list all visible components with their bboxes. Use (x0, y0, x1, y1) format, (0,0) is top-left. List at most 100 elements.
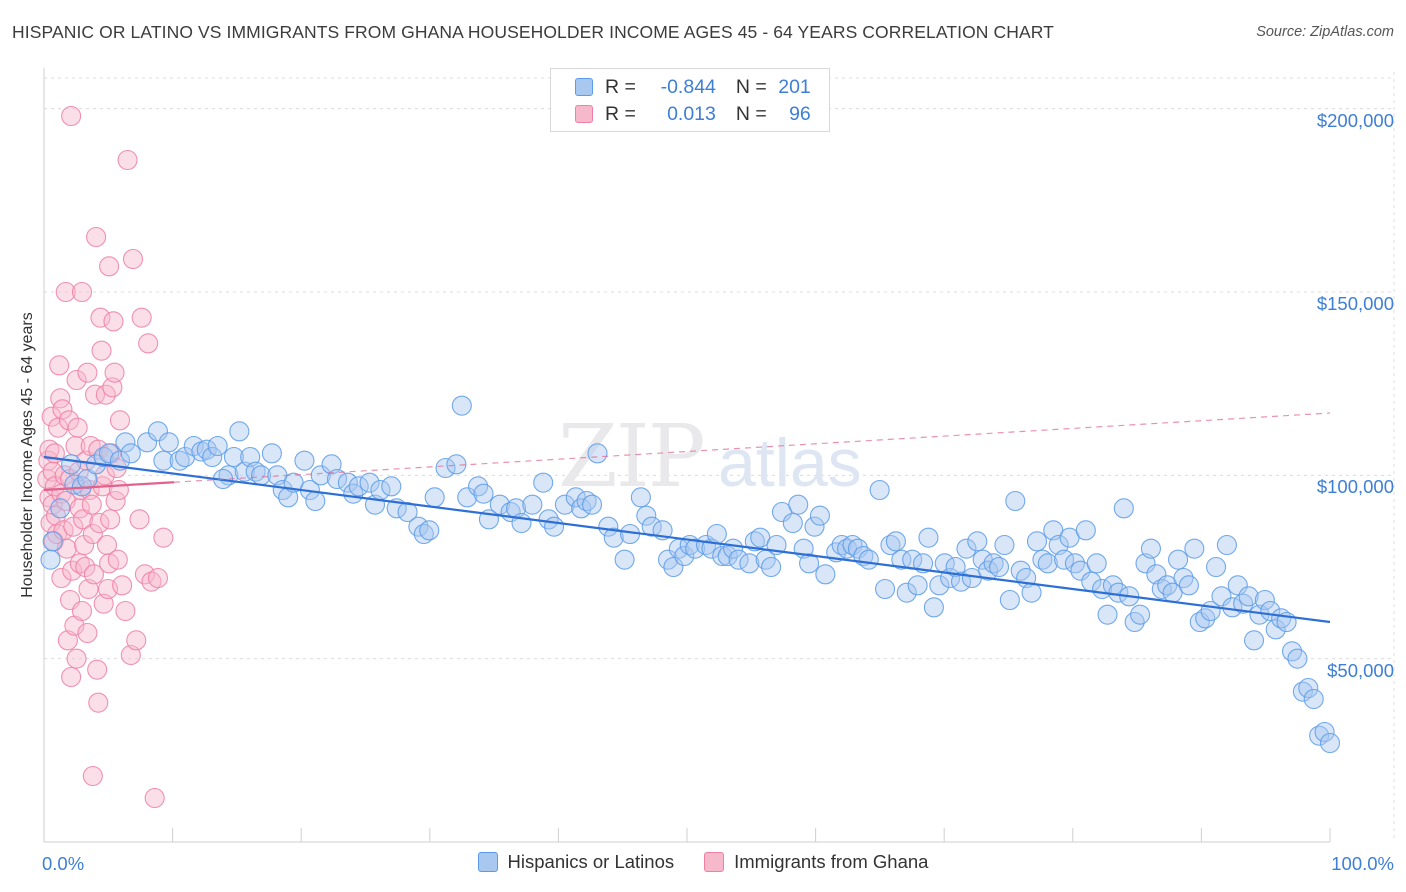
data-point (348, 476, 369, 497)
data-point (62, 560, 83, 581)
data-point (446, 454, 467, 475)
data-point (294, 450, 315, 471)
y-tick-label: $100,000 (1316, 476, 1394, 498)
data-point (587, 443, 608, 464)
data-point (603, 527, 624, 548)
trend-lines (43, 412, 1331, 624)
data-point (66, 369, 87, 391)
data-point (1206, 556, 1227, 578)
data-point (1151, 578, 1172, 600)
data-point (983, 553, 1004, 574)
data-point (858, 549, 879, 570)
data-point (381, 476, 402, 497)
data-point (744, 531, 765, 552)
data-point (1184, 538, 1205, 559)
source-label: Source: ZipAtlas.com (1256, 24, 1394, 40)
ghana-points (37, 105, 174, 809)
legend-item-ghana[interactable]: Immigrants from Ghana (704, 851, 928, 873)
data-point (994, 534, 1015, 556)
data-point (435, 457, 456, 479)
data-point (104, 362, 125, 383)
data-point (112, 575, 133, 596)
data-point (522, 494, 543, 515)
data-point (544, 516, 565, 537)
data-point (1032, 549, 1053, 570)
data-point (554, 494, 575, 515)
data-point (147, 567, 168, 589)
data-point (473, 483, 494, 504)
data-point (89, 512, 110, 534)
data-point (83, 564, 104, 585)
data-point (42, 531, 63, 552)
data-point (122, 248, 144, 270)
legend-swatch-blue (477, 852, 498, 872)
data-point (451, 395, 472, 416)
data-point (87, 659, 108, 680)
data-point (153, 527, 174, 548)
trend-line-hispanic (43, 455, 1331, 624)
legend-r-label: R = (605, 75, 636, 98)
legend-row-hispanic: R = -0.844 N = 201 (575, 74, 811, 100)
data-point (489, 494, 510, 515)
data-point (107, 549, 128, 570)
data-point (581, 494, 603, 515)
data-point (74, 534, 95, 556)
data-point (1271, 608, 1292, 629)
data-point (99, 443, 120, 464)
legend-item-hispanic[interactable]: Hispanics or Latinos (477, 851, 675, 873)
data-point (891, 549, 912, 570)
data-point (223, 446, 244, 468)
data-point (875, 578, 896, 600)
legend-n-value: 201 (778, 75, 811, 98)
legend-item-label: Immigrants from Ghana (734, 851, 929, 872)
data-point (71, 600, 93, 622)
data-point (885, 531, 906, 552)
data-point (1140, 538, 1161, 559)
legend-r-value: 0.013 (667, 102, 716, 125)
data-point (86, 226, 107, 248)
data-point (1238, 586, 1259, 607)
data-point (1086, 553, 1107, 574)
data-point (1314, 721, 1335, 743)
data-point (1178, 575, 1199, 596)
data-point (896, 582, 917, 603)
data-point (310, 465, 331, 486)
data-point (1005, 490, 1026, 512)
data-point (1168, 549, 1189, 570)
data-point (91, 340, 112, 361)
data-point (1054, 549, 1075, 570)
data-point (988, 556, 1010, 578)
data-point (359, 472, 380, 493)
data-point (169, 450, 190, 471)
data-point (93, 446, 114, 468)
data-point (831, 534, 852, 556)
data-point (77, 362, 98, 383)
data-point (67, 417, 88, 438)
data-point (88, 692, 109, 713)
data-point (144, 787, 165, 809)
data-point (61, 666, 82, 688)
data-point (1319, 732, 1341, 754)
data-point (809, 505, 830, 526)
legend-item-label: Hispanics or Latinos (507, 851, 675, 872)
data-point (115, 600, 136, 622)
data-point (126, 630, 147, 651)
data-point (1292, 681, 1313, 702)
legend-n-label: N = (735, 102, 767, 125)
series-legend: Hispanics or Latinos Immigrants from Gha… (0, 851, 1406, 873)
data-point (109, 410, 131, 431)
data-point (175, 446, 196, 468)
data-point (261, 443, 282, 464)
data-point (57, 630, 78, 651)
data-point (207, 435, 228, 457)
data-point (397, 501, 418, 523)
data-point (229, 421, 250, 442)
data-point (869, 479, 890, 501)
data-point (685, 538, 706, 559)
data-point (1189, 611, 1210, 633)
data-point (923, 597, 944, 618)
data-point (1243, 630, 1265, 651)
data-point (728, 549, 749, 570)
data-point (674, 545, 695, 567)
legend-r-value: -0.844 (660, 75, 716, 98)
